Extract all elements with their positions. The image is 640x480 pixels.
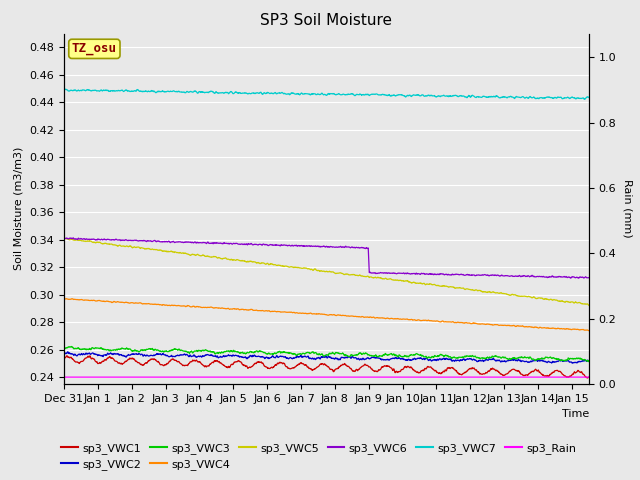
sp3_VWC1 <box>584 375 591 381</box>
sp3_VWC5 <box>122 243 130 249</box>
sp3_VWC3 <box>101 347 109 352</box>
sp3_VWC5 <box>283 264 291 269</box>
sp3_VWC3 <box>122 346 130 351</box>
sp3_VWC1 <box>60 354 68 360</box>
Legend: sp3_VWC1, sp3_VWC2, sp3_VWC3, sp3_VWC4, sp3_VWC5, sp3_VWC6, sp3_VWC7, sp3_Rain: sp3_VWC1, sp3_VWC2, sp3_VWC3, sp3_VWC4, … <box>57 438 581 474</box>
sp3_VWC5 <box>60 237 68 242</box>
sp3_VWC2 <box>585 358 593 364</box>
sp3_VWC1 <box>294 362 301 368</box>
sp3_VWC2 <box>64 349 72 355</box>
sp3_Rain <box>100 374 108 380</box>
sp3_VWC4 <box>359 314 367 320</box>
sp3_Rain <box>122 374 130 380</box>
sp3_VWC4 <box>585 328 593 334</box>
sp3_VWC4 <box>68 296 76 301</box>
sp3_VWC3 <box>283 350 291 356</box>
sp3_VWC3 <box>303 349 311 355</box>
sp3_VWC1 <box>283 364 291 370</box>
Title: SP3 Soil Moisture: SP3 Soil Moisture <box>260 13 392 28</box>
X-axis label: Time: Time <box>561 409 589 419</box>
sp3_Rain <box>303 374 311 380</box>
sp3_VWC4 <box>303 311 311 316</box>
sp3_VWC5 <box>359 274 367 279</box>
sp3_VWC5 <box>294 264 301 270</box>
sp3_VWC4 <box>283 309 291 315</box>
sp3_VWC7 <box>303 91 311 97</box>
sp3_Rain <box>294 374 301 380</box>
sp3_VWC7 <box>359 92 367 97</box>
sp3_Rain <box>359 374 367 380</box>
sp3_VWC7 <box>101 87 109 93</box>
sp3_Rain <box>585 374 593 380</box>
sp3_VWC2 <box>60 349 68 355</box>
sp3_VWC5 <box>303 266 311 272</box>
sp3_VWC5 <box>61 236 69 241</box>
sp3_VWC3 <box>585 359 593 364</box>
sp3_VWC2 <box>359 355 367 361</box>
sp3_VWC7 <box>62 86 70 92</box>
sp3_Rain <box>283 374 291 380</box>
Line: sp3_VWC6: sp3_VWC6 <box>64 238 589 278</box>
Y-axis label: Rain (mm): Rain (mm) <box>623 180 633 238</box>
Line: sp3_VWC2: sp3_VWC2 <box>64 352 589 363</box>
sp3_VWC2 <box>283 355 291 361</box>
sp3_VWC1 <box>585 374 593 380</box>
sp3_VWC2 <box>101 352 109 358</box>
sp3_VWC7 <box>283 91 291 97</box>
sp3_VWC1 <box>359 363 367 369</box>
sp3_Rain <box>60 374 68 380</box>
Line: sp3_VWC7: sp3_VWC7 <box>64 89 589 99</box>
sp3_VWC2 <box>294 354 301 360</box>
sp3_VWC6 <box>101 237 109 243</box>
sp3_VWC5 <box>585 302 593 308</box>
sp3_VWC1 <box>122 359 130 364</box>
sp3_VWC7 <box>122 87 130 93</box>
Line: sp3_VWC3: sp3_VWC3 <box>64 347 589 361</box>
sp3_VWC6 <box>294 243 301 249</box>
sp3_VWC6 <box>303 243 311 249</box>
sp3_VWC7 <box>60 87 68 93</box>
Line: sp3_VWC1: sp3_VWC1 <box>64 356 589 378</box>
sp3_VWC2 <box>122 354 130 360</box>
sp3_VWC6 <box>60 235 68 241</box>
sp3_VWC6 <box>283 242 291 248</box>
sp3_VWC1 <box>303 364 311 370</box>
sp3_VWC7 <box>294 91 301 96</box>
sp3_VWC4 <box>294 310 301 316</box>
sp3_VWC6 <box>122 237 130 243</box>
Text: TZ_osu: TZ_osu <box>72 42 117 55</box>
sp3_VWC2 <box>303 354 311 360</box>
sp3_VWC3 <box>294 351 301 357</box>
Y-axis label: Soil Moisture (m3/m3): Soil Moisture (m3/m3) <box>14 147 24 271</box>
sp3_VWC3 <box>60 346 68 352</box>
sp3_VWC4 <box>101 299 109 304</box>
sp3_VWC4 <box>122 300 130 305</box>
sp3_VWC1 <box>101 357 109 362</box>
sp3_VWC7 <box>581 96 589 102</box>
Line: sp3_VWC5: sp3_VWC5 <box>64 239 589 305</box>
sp3_VWC4 <box>60 297 68 302</box>
sp3_VWC6 <box>567 275 575 281</box>
sp3_VWC5 <box>101 240 109 246</box>
Line: sp3_VWC4: sp3_VWC4 <box>64 299 589 331</box>
sp3_VWC3 <box>67 344 75 349</box>
sp3_VWC6 <box>69 235 77 240</box>
sp3_VWC6 <box>585 275 593 280</box>
sp3_VWC2 <box>568 360 576 366</box>
sp3_VWC1 <box>86 353 93 359</box>
sp3_VWC6 <box>359 245 367 251</box>
sp3_VWC3 <box>359 351 367 357</box>
sp3_VWC7 <box>585 95 593 100</box>
